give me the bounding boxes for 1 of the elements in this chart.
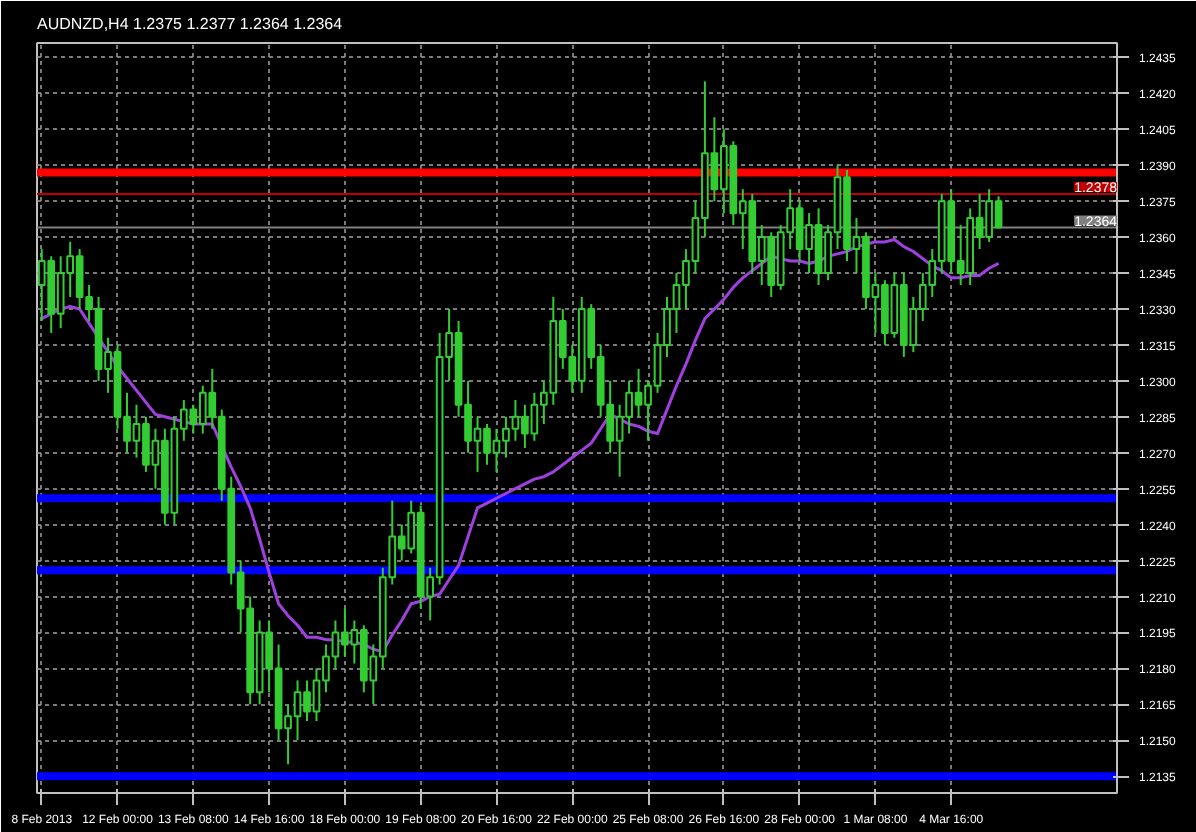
chart-title: AUDNZD,H4 1.2375 1.2377 1.2364 1.2364 — [37, 15, 344, 33]
